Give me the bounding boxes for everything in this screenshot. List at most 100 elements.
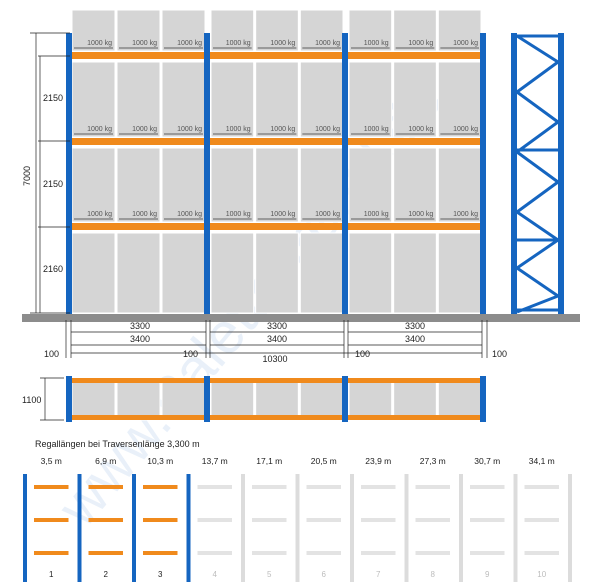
pallet-base: [164, 133, 203, 135]
pallet-load: [161, 232, 206, 314]
length-option-beam: [306, 518, 341, 522]
length-option-beam: [143, 551, 178, 555]
length-option-upright: [23, 474, 27, 582]
side-frame-brace: [516, 60, 559, 94]
pallet-load-label: 1000 kg: [315, 126, 340, 133]
pallet-load-label: 1000 kg: [364, 126, 389, 133]
pallet-load: [437, 61, 482, 138]
pallet-load: [348, 9, 393, 52]
length-option-index: 5: [267, 570, 272, 579]
pallet-load-label: 1000 kg: [364, 40, 389, 47]
pallet-load-label: 1000 kg: [315, 211, 340, 218]
length-option-upright: [186, 474, 191, 582]
pallet-load: [71, 232, 116, 314]
length-option-label: 17,1 m: [256, 456, 282, 466]
dim-gap-inner-left: 100: [183, 349, 198, 359]
pallet-load-label: 1000 kg: [132, 40, 157, 47]
pallet-load-label: 1000 kg: [226, 211, 251, 218]
side-frame-brace: [516, 210, 559, 242]
length-option-beam: [524, 518, 559, 522]
length-option-label: 34,1 m: [529, 456, 555, 466]
pallet-load: [255, 61, 299, 138]
horizontal-dimensions: 3300 3300 3300 3400 3400 3400 100 100 10…: [44, 320, 507, 364]
length-option-upright: [568, 474, 572, 582]
length-option-index: 8: [431, 570, 436, 579]
length-option-label: 3,5 m: [41, 456, 62, 466]
top-beam: [71, 415, 206, 420]
pallet-load: [161, 147, 206, 223]
length-option-beam: [361, 485, 396, 489]
pallet-base: [302, 218, 341, 220]
length-option-label: 27,3 m: [420, 456, 446, 466]
pallet-group: 1000 kg 1000 kg 1000 kg 1000 kg 1000 kg 1000 …: [71, 9, 482, 314]
pallet-load: [437, 232, 482, 314]
pallet-base: [302, 133, 341, 135]
beam: [348, 52, 482, 59]
side-frame-brace: [516, 90, 559, 124]
upright: [480, 33, 486, 314]
length-option-label: 6,9 m: [95, 456, 116, 466]
pallet-load: [71, 9, 116, 52]
vertical-dimensions: 7000 2150 2150 2160: [22, 32, 70, 314]
pallet-base: [213, 218, 252, 220]
upright: [204, 33, 210, 314]
length-option-index: 1: [49, 570, 54, 579]
pallet-load: [71, 61, 116, 138]
pallet-base: [302, 47, 341, 49]
top-pallet-group: [71, 378, 482, 421]
length-option-beam: [34, 518, 69, 522]
dim-bay-2: 3400: [267, 334, 287, 344]
pallet-load: [116, 9, 161, 52]
pallet-base: [119, 47, 158, 49]
pallet-load: [393, 147, 437, 223]
pallet-base: [119, 133, 158, 135]
pallet-load: [348, 232, 393, 314]
top-pallet: [255, 378, 299, 421]
length-option-index: 2: [104, 570, 109, 579]
length-option-upright: [295, 474, 300, 582]
length-option-beam: [197, 485, 232, 489]
side-frame-brace: [516, 266, 559, 298]
length-option-upright: [132, 474, 136, 582]
length-option-beam: [361, 551, 396, 555]
upright: [66, 33, 72, 314]
dim-level-3: 2160: [43, 264, 63, 274]
pallet-load: [116, 61, 161, 138]
pallet-load-label: 1000 kg: [226, 40, 251, 47]
dim-beam-1: 3300: [130, 321, 150, 331]
length-option-upright: [350, 474, 354, 582]
pallet-load: [299, 61, 344, 138]
pallet-load: [299, 9, 344, 52]
top-beam: [348, 378, 482, 383]
rack-top-view: 1100: [22, 376, 486, 422]
top-upright: [66, 376, 72, 422]
side-frame-post-left: [511, 33, 517, 314]
pallet-load: [299, 232, 344, 314]
side-frame-brace: [516, 150, 559, 184]
beam: [71, 138, 206, 145]
pallet-load-label: 1000 kg: [226, 126, 251, 133]
length-option-beam: [88, 551, 123, 555]
length-option-index: 4: [213, 570, 218, 579]
top-pallet: [393, 378, 437, 421]
pallet-load: [299, 147, 344, 223]
pallet-base: [351, 218, 390, 220]
side-frame-brace: [516, 238, 559, 270]
pallet-load-label: 1000 kg: [408, 211, 433, 218]
pallet-load: [437, 147, 482, 223]
pallet-load: [255, 232, 299, 314]
rack-length-options: 3,5 m 1 6,9 m 2 10,3 m 3 13,7 m 4 17,1 m 5 20,5 m 6…: [23, 456, 572, 582]
pallet-load: [393, 61, 437, 138]
length-option-beam: [34, 551, 69, 555]
length-option-upright: [241, 474, 245, 582]
length-option-label: 13,7 m: [202, 456, 228, 466]
pallet-load-label: 1000 kg: [270, 40, 295, 47]
dim-beam-3: 3300: [405, 321, 425, 331]
pallet-base: [164, 47, 203, 49]
pallet-load-label: 1000 kg: [364, 211, 389, 218]
pallet-load: [437, 9, 482, 52]
pallet-load: [116, 232, 161, 314]
pallet-base: [74, 133, 113, 135]
dim-beam-2: 3300: [267, 321, 287, 331]
